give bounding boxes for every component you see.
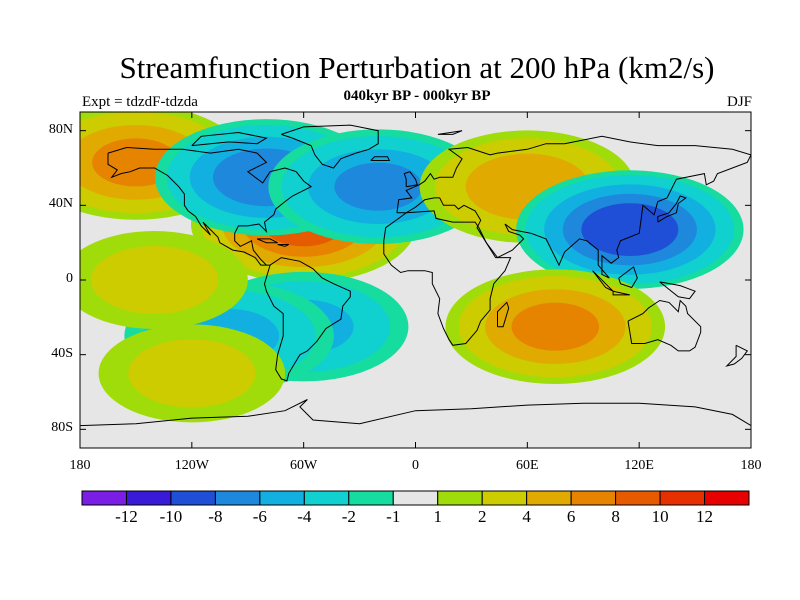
colorbar-swatch [615,490,661,506]
colorbar-swatch [125,490,172,506]
colorbar-swatch [392,490,439,506]
colorbar-label: -4 [297,507,312,526]
colorbar-swatch [704,490,750,506]
coastline [403,171,419,188]
colorbar-swatch [214,490,261,506]
lon-tick-label: 60E [516,458,539,473]
experiment-label: Expt = tdzdF-tdzda [82,94,198,110]
lat-tick-label: 80N [48,121,73,137]
coastline [592,270,614,292]
coastline [437,130,463,135]
coastline [618,266,638,289]
colorbar-label: -12 [115,507,138,526]
colorbar-label: 2 [477,507,487,526]
coastline [277,244,290,247]
contour-region [90,246,219,314]
colorbar-swatch [659,490,706,506]
colorbar-label: -10 [159,507,183,526]
coastline [80,399,751,427]
contour-region [511,302,600,351]
coastline [191,131,268,147]
coastline [396,135,751,279]
coastline [256,238,278,244]
colorbar-swatch [259,490,305,506]
coastline [370,156,391,161]
colorbar-label: 6 [566,507,576,526]
lon-tick-label: 120W [174,458,209,473]
colorbar-label: -1 [386,507,401,526]
colorbar-label: 4 [522,507,531,526]
colorbar-swatch [570,490,617,506]
lat-tick-label: 0 [66,271,73,286]
lon-tick-label: 180 [69,458,91,473]
lon-tick-label: 180 [740,458,762,473]
colorbar-swatch [303,490,350,506]
colorbar-label: -8 [208,507,223,526]
lon-tick-label: 0 [412,458,419,473]
figure-subtitle: 040kyr BP - 000kyr BP [343,88,491,104]
coastline [497,301,510,328]
coastline [107,146,313,266]
colorbar-swatch [437,490,483,506]
colorbar-swatch [170,490,216,506]
colorbar-swatch [526,490,572,506]
colorbar-label: 10 [651,507,669,526]
lat-tick-label: 80S [51,420,73,436]
colorbar-label: -6 [252,507,267,526]
contour-region [581,203,679,256]
colorbar-label: 1 [433,507,442,526]
colorbar-label: -2 [341,507,356,526]
colorbar-label: 12 [696,507,714,526]
lat-tick-label: 40S [51,345,73,361]
colorbar-label: 8 [611,507,620,526]
lon-tick-label: 60W [290,458,318,473]
colorbar-swatch [348,490,394,506]
coastline [383,210,512,346]
coastline [612,290,630,296]
contour-region [334,162,423,211]
season-label: DJF [726,94,752,110]
colorbar-swatch [481,490,528,506]
coastline [657,195,687,223]
coastline [725,344,749,367]
coastline [627,299,702,352]
contour-region [128,339,256,408]
coastline [659,281,696,300]
lon-tick-label: 120E [624,458,654,473]
colorbar-swatch [81,490,127,506]
figure-title: Streamfunction Perturbation at 200 hPa (… [119,50,715,85]
coastline [281,124,379,169]
lat-tick-label: 40N [48,196,73,212]
coastline [263,257,351,382]
